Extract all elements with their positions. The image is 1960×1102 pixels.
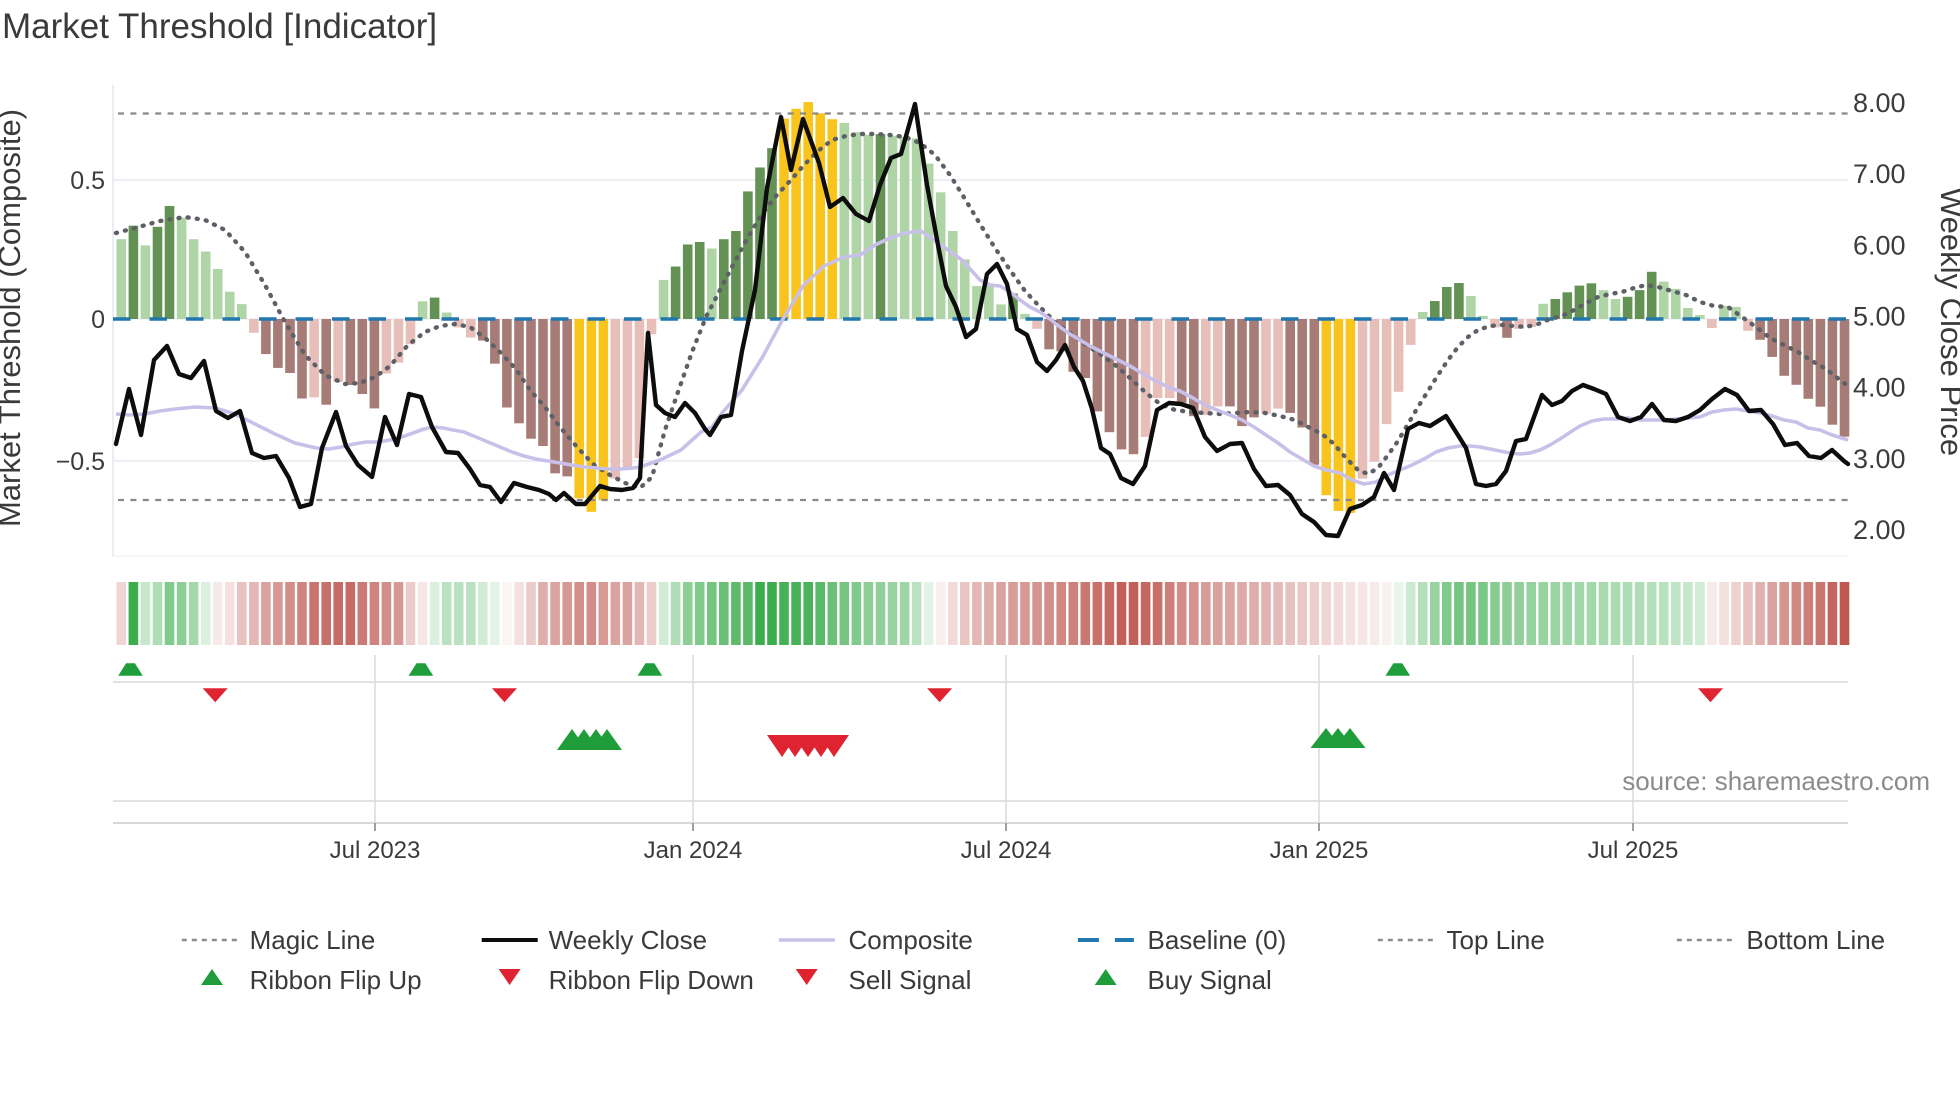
svg-text:7.00: 7.00 [1853, 159, 1906, 189]
svg-text:source: sharemaestro.com: source: sharemaestro.com [1622, 766, 1930, 796]
svg-text:Composite: Composite [849, 925, 973, 955]
svg-text:2.00: 2.00 [1853, 515, 1906, 545]
svg-text:Bottom Line: Bottom Line [1746, 925, 1885, 955]
svg-text:0.5: 0.5 [70, 167, 105, 195]
svg-text:Market Threshold [Indicator]: Market Threshold [Indicator] [2, 7, 437, 46]
svg-text:Jul 2025: Jul 2025 [1588, 837, 1679, 864]
svg-text:Jan 2024: Jan 2024 [644, 837, 743, 864]
svg-text:Top Line: Top Line [1447, 925, 1545, 955]
svg-text:0: 0 [91, 306, 105, 334]
svg-text:Weekly Close: Weekly Close [549, 925, 707, 955]
svg-text:−0.5: −0.5 [56, 448, 105, 476]
svg-text:Buy Signal: Buy Signal [1148, 965, 1272, 995]
svg-text:Jul 2024: Jul 2024 [961, 837, 1052, 864]
svg-text:4.00: 4.00 [1853, 373, 1906, 403]
svg-text:6.00: 6.00 [1853, 230, 1906, 260]
svg-text:Ribbon Flip Down: Ribbon Flip Down [549, 965, 754, 995]
svg-text:Jul 2023: Jul 2023 [330, 837, 421, 864]
svg-text:Market Threshold (Composite): Market Threshold (Composite) [0, 109, 27, 527]
svg-text:Jan 2025: Jan 2025 [1270, 837, 1369, 864]
svg-text:Baseline (0): Baseline (0) [1148, 925, 1287, 955]
svg-text:8.00: 8.00 [1853, 88, 1906, 118]
svg-text:3.00: 3.00 [1853, 444, 1906, 474]
svg-text:Magic Line: Magic Line [250, 925, 376, 955]
svg-text:Ribbon Flip Up: Ribbon Flip Up [250, 965, 422, 995]
svg-text:Weekly Close Price: Weekly Close Price [1934, 188, 1960, 456]
svg-text:Sell Signal: Sell Signal [849, 965, 972, 995]
svg-text:5.00: 5.00 [1853, 302, 1906, 332]
